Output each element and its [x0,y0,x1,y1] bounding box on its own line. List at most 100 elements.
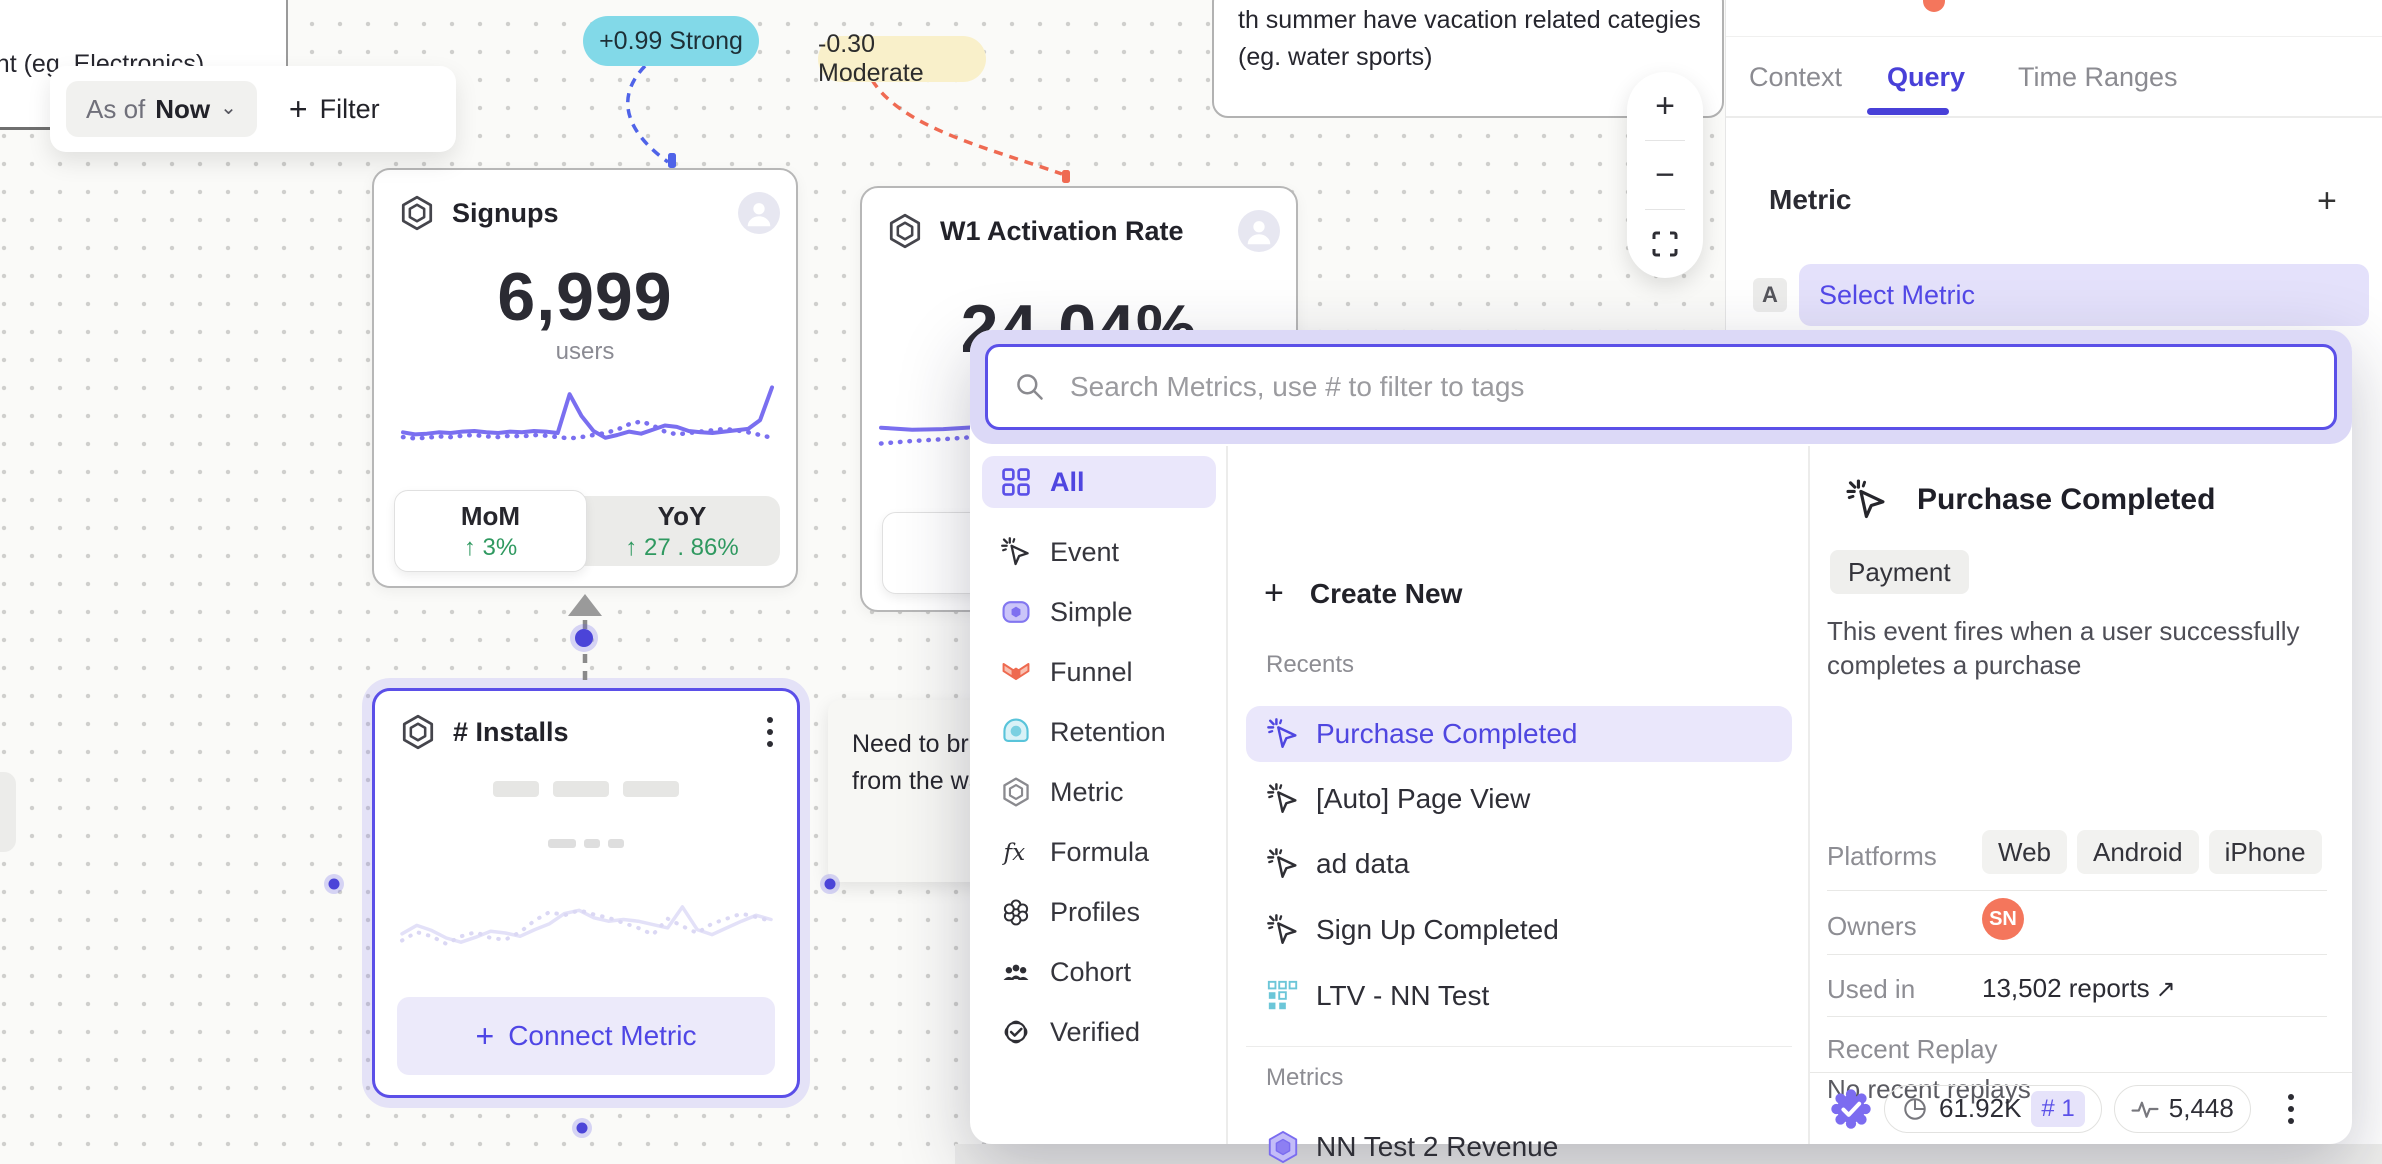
search-input[interactable] [1070,371,2308,403]
select-metric-label: Select Metric [1819,279,1976,310]
list-item-label: [Auto] Page View [1316,783,1531,814]
plus-icon: + [475,1017,495,1054]
metric-hexagon-icon [886,212,924,250]
event-icon [1266,913,1300,947]
note-line: th summer have vacation related categies [1238,6,1701,34]
tab-mom[interactable]: MoM ↑ 3% [394,490,587,572]
rank-chip: # 1 [2031,1090,2085,1127]
profiles-icon [1000,896,1032,928]
tab-time-ranges[interactable]: Time Ranges [2018,62,2178,92]
category-event[interactable]: Event [982,526,1216,578]
as-of-dropdown[interactable]: As of Now ⌄ [66,81,257,137]
list-item-purchase-completed[interactable]: Purchase Completed [1246,706,1792,762]
card-title: W1 Activation Rate [940,215,1184,246]
metric-picker-modal: All Event Simple Funnel Retention [970,330,2352,1144]
active-tab-underline [1867,108,1949,115]
formula-icon [1000,836,1032,868]
plus-icon: + [288,90,308,127]
platform-chips: Web Android iPhone [1982,830,2322,874]
list-item-ltv-nn-test[interactable]: LTV - NN Test [1246,969,1792,1023]
category-formula[interactable]: Formula [982,826,1216,878]
add-metric-button[interactable]: + [2317,182,2337,220]
fit-view-button[interactable] [1627,210,1703,278]
metric-detail-panel: Purchase Completed Payment This event fi… [1810,446,2352,1144]
reports-count: 61.92K [1939,1093,2022,1123]
metric-hexagon-icon [1266,1130,1300,1164]
plus-icon: + [1655,86,1675,125]
tab-context[interactable]: Context [1749,62,1843,92]
events-volume-pill[interactable]: 5,448 [2113,1084,2251,1133]
as-of-value: Now [155,93,211,124]
event-icon [1845,478,1889,522]
metric-unit: users [555,338,615,365]
event-icon [1266,717,1300,751]
category-cohort[interactable]: Cohort [982,946,1216,998]
external-link-icon: ↗ [2155,976,2176,1003]
platforms-label: Platforms [1827,841,1937,871]
correlation-badge-moderate[interactable]: -0.30 Moderate [818,30,986,87]
correlation-badge-strong[interactable]: +0.99 Strong [583,16,759,66]
modal-body: All Event Simple Funnel Retention [970,446,2352,1144]
recent-replay-label: Recent Replay [1827,1034,1998,1064]
event-icon [1266,847,1300,881]
category-verified[interactable]: Verified [982,1006,1216,1058]
category-sidebar: All Event Simple Funnel Retention [970,446,1228,1144]
list-item-sign-up-completed[interactable]: Sign Up Completed [1246,903,1792,957]
note-line: from the wa [852,767,983,795]
connect-metric-button[interactable]: + Connect Metric [397,997,775,1075]
metric-results-list: + Create New Recents Purchase Completed … [1228,446,1810,1144]
comparison-tabs: MoM ↑ 3% YoY ↑ 27 . 86% [394,490,780,572]
divider [1246,1046,1792,1047]
tab-label: MoM [460,500,521,531]
divider [1645,140,1685,141]
list-item-auto-page-view[interactable]: [Auto] Page View [1246,772,1792,826]
metric-hexagon-icon [1000,776,1032,808]
category-funnel[interactable]: Funnel [982,646,1216,698]
tab-query[interactable]: Query [1887,62,1966,92]
reports-usage-pill[interactable]: 61.92K # 1 [1884,1084,2102,1133]
category-all[interactable]: All [982,456,1216,508]
create-new-button[interactable]: + Create New [1264,574,1462,613]
section-label-recents: Recents [1266,651,1355,678]
event-icon [1266,782,1300,816]
tab-yoy[interactable]: YoY ↑ 27 . 86% [584,496,780,566]
offscreen-card-fragment [0,772,16,852]
select-metric-button[interactable]: Select Metric [1799,264,2369,326]
skeleton-placeholder [375,839,797,848]
add-filter-button[interactable]: + Filter [281,91,388,128]
list-item-nn-test-2-revenue[interactable]: NN Test 2 Revenue [1246,1120,1792,1164]
tab-delta: ↑ 27 . 86% [625,533,739,561]
category-simple[interactable]: Simple [982,586,1216,638]
note-line: (eg. water sports) [1238,43,1433,71]
category-label: All [1050,466,1085,497]
list-item-label: NN Test 2 Revenue [1316,1131,1559,1162]
avatar [738,192,780,234]
detail-title: Purchase Completed [1917,483,2216,516]
zoom-out-button[interactable]: − [1627,141,1703,209]
detail-menu-button[interactable] [2280,1090,2302,1128]
divider [1810,1072,2352,1073]
metric-card-installs[interactable]: # Installs + Connect Metric [372,688,800,1098]
retention-icon [1000,716,1032,748]
used-in-link[interactable]: 13,502 reports ↗ [1982,973,2176,1004]
connect-metric-label: Connect Metric [508,1020,697,1051]
metric-card-signups[interactable]: Signups 6,999 users MoM ↑ 3% YoY ↑ 27 . … [372,168,798,588]
category-metric[interactable]: Metric [982,766,1216,818]
category-profiles[interactable]: Profiles [982,886,1216,938]
tag-payment[interactable]: Payment [1830,550,1969,594]
search-bar[interactable] [985,344,2337,430]
skeleton-placeholder [375,781,797,797]
card-menu-button[interactable] [759,713,781,751]
card-title: Signups [452,197,559,228]
cohort-icon [1000,956,1032,988]
panel-tabs: Context Query Time Ranges [1726,54,2382,118]
category-retention[interactable]: Retention [982,706,1216,758]
category-label: Event [1050,536,1120,567]
zoom-in-button[interactable]: + [1627,72,1703,140]
list-item-ad-data[interactable]: ad data [1246,837,1792,891]
owner-avatar[interactable]: SN [1982,898,2024,940]
divider [1726,36,2382,37]
divider [1827,890,2327,891]
divider [1827,1016,2327,1017]
